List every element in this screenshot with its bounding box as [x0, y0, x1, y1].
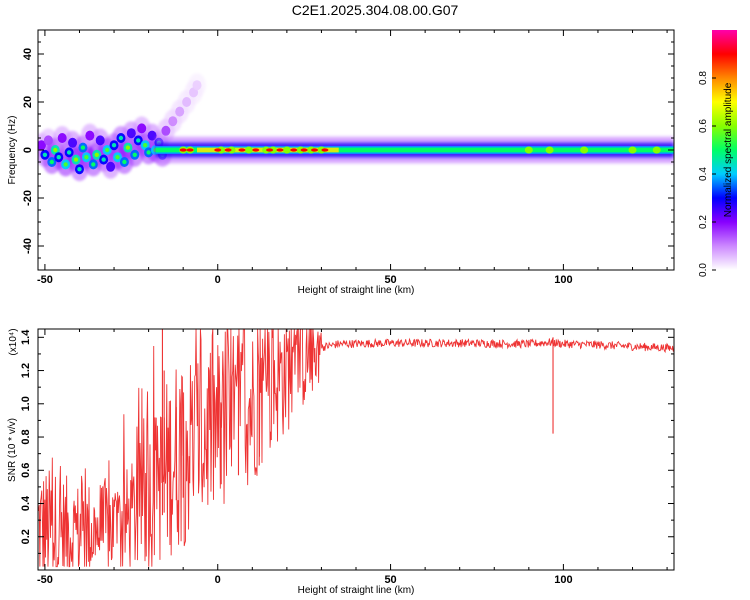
- spectrogram-y-tick-label: 40: [22, 48, 34, 60]
- scatter-core: [94, 152, 99, 157]
- scatter-core: [91, 162, 96, 167]
- snr-x-tick-label: 100: [554, 574, 572, 586]
- scatter-blob: [168, 116, 178, 127]
- scatter-core: [115, 155, 120, 160]
- band-node: [545, 146, 554, 154]
- scatter-blob: [126, 128, 136, 139]
- scatter-core: [122, 159, 127, 165]
- scatter-blob: [38, 140, 46, 151]
- snr-panel: -50 0 50 100 0.2 0.4 0.6 0.8 1.0 1.2 1.4 Height of…: [7, 328, 675, 596]
- snr-y-tick-label: 0.4: [20, 495, 32, 511]
- band-hot-spot: [266, 148, 274, 152]
- scatter-blob: [137, 123, 147, 134]
- scatter-core: [118, 135, 124, 141]
- band-node: [244, 146, 253, 154]
- colorbar-tick-label: 0.4: [698, 167, 709, 181]
- scatter-core: [63, 162, 68, 167]
- colorbar-tick-label: 0.6: [698, 119, 709, 133]
- snr-y-tick-label: 1.2: [20, 363, 32, 378]
- band-node: [580, 146, 589, 154]
- scatter-core: [136, 138, 141, 143]
- band-hot-spot: [290, 148, 298, 152]
- band-node: [524, 146, 533, 154]
- spectrogram-x-tick-label: 50: [384, 274, 396, 286]
- band-node: [652, 146, 661, 154]
- spectrogram-x-axis-label: Height of straight line (km): [298, 285, 415, 296]
- band-hot-spot: [179, 148, 187, 152]
- spectrogram-y-tick-label: 20: [22, 96, 34, 108]
- scatter-core: [104, 147, 110, 153]
- scatter-blob: [85, 130, 95, 141]
- scatter-core: [42, 152, 48, 157]
- snr-y-tick-label: 1.4: [20, 329, 32, 345]
- scatter-core: [53, 147, 58, 153]
- scatter-blob: [57, 133, 67, 143]
- spectrogram-y-tick-label: -40: [22, 238, 34, 254]
- snr-x-tick-label: 0: [215, 574, 221, 586]
- snr-x-tick-label: -50: [37, 574, 53, 586]
- spectrogram-x-tick-label: -50: [37, 274, 53, 286]
- band-hot-spot: [276, 148, 284, 152]
- chart-title: C2E1.2025.304.08.00.G07: [291, 2, 459, 18]
- scatter-blob: [106, 161, 116, 172]
- scatter-blob: [95, 135, 105, 146]
- scatter-core: [73, 157, 79, 162]
- colorbar-gradient: [712, 30, 737, 270]
- spectrogram-y-tick-label: 0: [22, 147, 34, 153]
- scatter-blob: [161, 125, 171, 136]
- snr-y-tick-label: 1.0: [20, 396, 32, 411]
- scatter-core: [66, 150, 72, 155]
- band-hot-spot: [252, 148, 260, 152]
- scatter-core: [111, 143, 117, 148]
- band-hot-spot: [214, 148, 222, 152]
- scatter-core: [84, 155, 89, 160]
- scatter-core: [101, 157, 106, 162]
- scatter-blob: [192, 80, 202, 91]
- snr-y-tick-label: 0.2: [20, 529, 32, 544]
- band-node: [282, 146, 291, 154]
- scatter-core: [132, 152, 137, 157]
- spectrogram-y-axis-label: Frequency (Hz): [7, 116, 18, 185]
- scatter-blob: [68, 137, 78, 148]
- scatter-core: [56, 155, 61, 160]
- snr-frame: [37, 328, 675, 571]
- scatter-blob: [43, 135, 53, 146]
- band-hot-spot: [238, 148, 246, 152]
- colorbar-label: Normalized spectral amplitude: [723, 82, 734, 217]
- colorbar-tick-label: 0.2: [698, 215, 709, 229]
- colorbar: 0.0 0.2 0.4 0.6 0.8 Normalized spectral ampl…: [698, 30, 737, 277]
- band-node: [628, 146, 637, 154]
- scatter-blob: [147, 130, 157, 141]
- spectrogram-panel: -50 0 50 100 -40 -20 0 20 40 Height of straight …: [7, 29, 675, 296]
- colorbar-tick-label: 0.8: [698, 71, 709, 85]
- band-core: [155, 147, 674, 153]
- snr-x-tick-label: 50: [384, 574, 396, 586]
- band-hot-spot: [321, 148, 329, 152]
- band-hot-spot: [186, 148, 194, 152]
- scatter-core: [77, 167, 82, 172]
- scatter-blob: [182, 97, 192, 107]
- scatter-core: [125, 145, 131, 150]
- snr-x-axis-label: Height of straight line (km): [298, 585, 415, 596]
- scatter-core: [49, 159, 55, 165]
- band-hot-spot: [311, 148, 319, 152]
- spectrogram-x-tick-label: 0: [215, 274, 221, 286]
- spectrogram-y-tick-label: -20: [22, 190, 34, 206]
- scatter-core: [142, 143, 148, 148]
- spectrogram-x-tick-label: 100: [554, 274, 572, 286]
- scatter-blob: [175, 106, 185, 117]
- snr-line: [38, 329, 674, 568]
- snr-y-scale-label: (x10⁴): [8, 328, 19, 355]
- snr-y-tick-label: 0.8: [20, 429, 32, 444]
- band-hot-spot: [224, 148, 232, 152]
- scatter-core: [146, 150, 151, 155]
- snr-y-tick-label: 0.6: [20, 463, 32, 478]
- band-hot-spot: [300, 148, 308, 152]
- snr-y-axis-label: SNR (10 * v/v): [7, 418, 18, 482]
- colorbar-tick-label: 0.0: [698, 263, 709, 277]
- scatter-core: [80, 145, 86, 150]
